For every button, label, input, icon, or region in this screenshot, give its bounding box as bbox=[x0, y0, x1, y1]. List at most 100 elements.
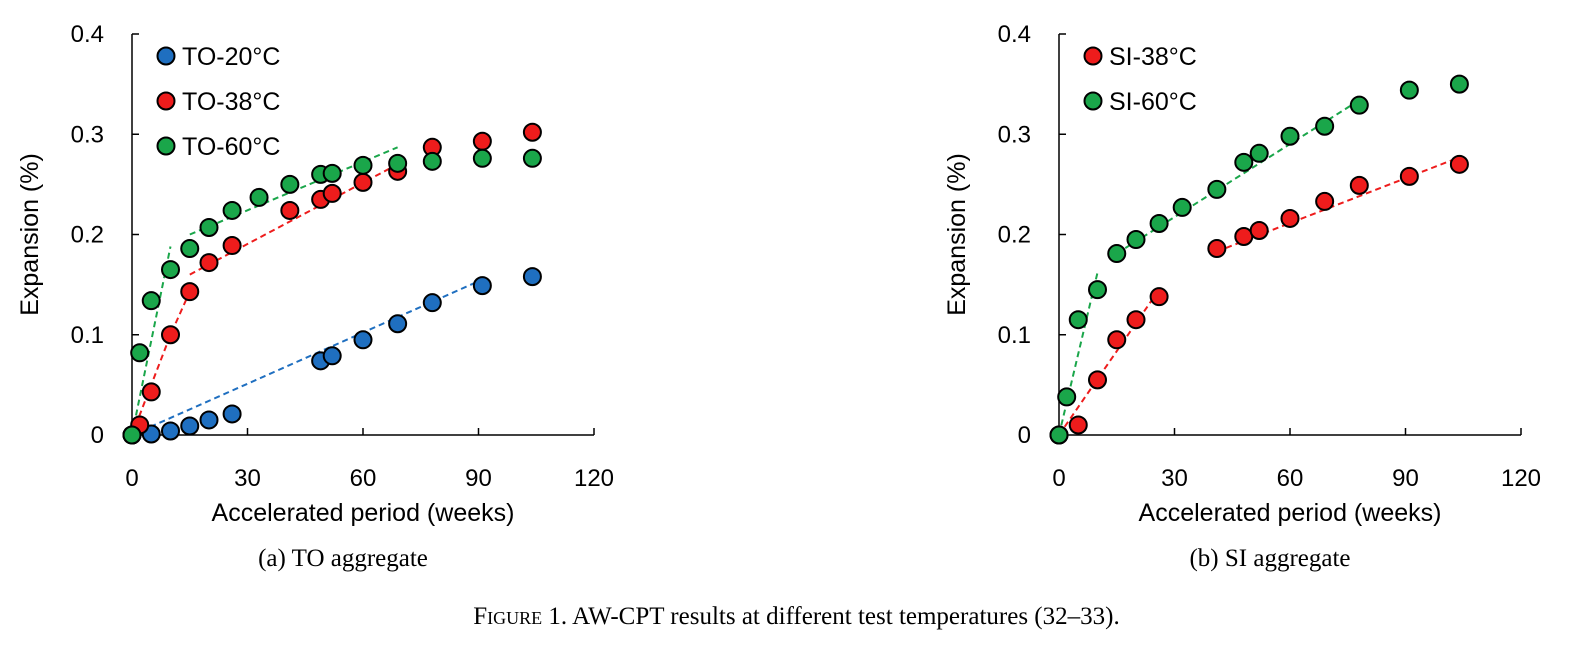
legend-marker-si-60-c bbox=[1083, 91, 1103, 111]
point-to-20-c bbox=[180, 416, 200, 436]
x-tick-label: 30 bbox=[234, 465, 261, 492]
y-tick-label: 0.1 bbox=[71, 322, 104, 349]
trendline-to-38-c bbox=[131, 291, 191, 436]
point-to-60-c bbox=[180, 239, 200, 259]
legend-label-si-60-c: SI-60°C bbox=[1109, 88, 1197, 116]
point-to-38-c bbox=[522, 122, 542, 142]
point-to-38-c bbox=[161, 325, 180, 345]
point-to-38-c bbox=[353, 172, 373, 192]
x-tick-label: 90 bbox=[1392, 465, 1419, 492]
x-tick-label: 60 bbox=[350, 465, 377, 492]
legend-marker-to-38-c bbox=[156, 91, 176, 111]
point-si-60-c bbox=[1207, 179, 1227, 199]
y-tick-label: 0.2 bbox=[71, 222, 104, 249]
point-si-38-c bbox=[1449, 154, 1469, 174]
point-si-60-c bbox=[1249, 143, 1269, 163]
point-to-60-c bbox=[222, 200, 242, 220]
point-si-60-c bbox=[1107, 244, 1127, 264]
point-to-60-c bbox=[422, 151, 442, 171]
figure-caption: Figure 1. AW-CPT results at different te… bbox=[0, 603, 1593, 631]
point-si-38-c bbox=[1399, 166, 1419, 186]
point-to-38-c bbox=[280, 200, 300, 220]
y-tick-label: 0.4 bbox=[71, 21, 104, 48]
point-si-60-c bbox=[1149, 213, 1169, 233]
trendline-si-60-c bbox=[1116, 99, 1360, 255]
point-to-60-c bbox=[249, 187, 269, 207]
point-to-38-c bbox=[141, 382, 161, 402]
point-si-60-c bbox=[1068, 310, 1088, 330]
chart-si-aggregate: 0 0.1 0.2 0.3 0.4 0 30 60 90 120 Accelerated perio… bbox=[943, 21, 1541, 572]
chart-to-aggregate: 0 0.1 0.2 0.3 0.4 0 30 60 90 120 Accelerated perio… bbox=[16, 21, 614, 572]
point-to-38-c bbox=[472, 131, 492, 151]
trendline-si-60-c bbox=[1058, 272, 1099, 436]
point-si-60-c bbox=[1449, 74, 1469, 94]
point-si-38-c bbox=[1149, 287, 1169, 307]
y-axis-label: Expansion (%) bbox=[16, 153, 44, 316]
y-axis-label: Expansion (%) bbox=[943, 153, 971, 316]
x-tick-label: 120 bbox=[574, 465, 614, 492]
point-to-60-c bbox=[388, 153, 408, 173]
y-tick-label: 0.1 bbox=[998, 322, 1031, 349]
x-tick-label: 90 bbox=[465, 465, 492, 492]
point-to-60-c bbox=[353, 155, 373, 175]
point-to-20-c bbox=[222, 404, 242, 424]
point-si-60-c bbox=[1126, 230, 1146, 250]
x-tick-label: 60 bbox=[1277, 465, 1304, 492]
point-to-60-c bbox=[122, 425, 142, 445]
y-tick-label: 0.2 bbox=[998, 222, 1031, 249]
y-tick-label: 0.3 bbox=[998, 121, 1031, 148]
point-si-38-c bbox=[1315, 191, 1335, 211]
point-si-60-c bbox=[1349, 95, 1369, 115]
point-to-20-c bbox=[353, 330, 373, 350]
legend-label-to-38-c: TO-38°C bbox=[182, 88, 280, 116]
point-si-38-c bbox=[1126, 310, 1146, 330]
point-to-60-c bbox=[522, 148, 542, 168]
figure: 0 0.1 0.2 0.3 0.4 0 30 60 90 120 Accelerated perio… bbox=[16, 21, 1541, 572]
point-to-38-c bbox=[180, 282, 200, 302]
point-si-60-c bbox=[1280, 126, 1300, 146]
point-si-38-c bbox=[1280, 208, 1300, 228]
x-axis-label: Accelerated period (weeks) bbox=[1139, 499, 1442, 527]
point-to-60-c bbox=[130, 343, 150, 363]
chart-caption: (b) SI aggregate bbox=[1189, 545, 1350, 572]
point-to-60-c bbox=[161, 260, 180, 280]
point-to-60-c bbox=[472, 148, 492, 168]
point-to-60-c bbox=[280, 174, 300, 194]
legend-marker-to-60-c bbox=[156, 136, 176, 156]
point-si-60-c bbox=[1172, 197, 1192, 217]
point-si-38-c bbox=[1349, 175, 1369, 195]
point-to-20-c bbox=[161, 421, 180, 441]
legend-label-si-38-c: SI-38°C bbox=[1109, 43, 1197, 71]
point-si-60-c bbox=[1088, 280, 1107, 300]
point-si-60-c bbox=[1399, 80, 1419, 100]
point-to-20-c bbox=[322, 346, 342, 366]
y-tick-label: 0.4 bbox=[998, 21, 1031, 48]
point-to-20-c bbox=[472, 276, 492, 296]
point-si-38-c bbox=[1249, 220, 1269, 240]
y-tick-label: 0 bbox=[1018, 422, 1031, 449]
point-si-60-c bbox=[1234, 152, 1254, 172]
legend-label-to-20-c: TO-20°C bbox=[182, 43, 280, 71]
x-tick-label: 120 bbox=[1501, 465, 1541, 492]
point-si-60-c bbox=[1057, 387, 1077, 407]
x-axis-label: Accelerated period (weeks) bbox=[212, 499, 515, 527]
point-si-38-c bbox=[1068, 415, 1088, 435]
legend-marker-si-38-c bbox=[1083, 46, 1103, 66]
point-to-20-c bbox=[199, 410, 219, 430]
point-to-38-c bbox=[322, 183, 342, 203]
y-tick-label: 0.3 bbox=[71, 121, 104, 148]
point-to-20-c bbox=[422, 293, 442, 313]
point-si-60-c bbox=[1315, 116, 1335, 136]
x-tick-label: 0 bbox=[125, 465, 138, 492]
point-to-60-c bbox=[322, 163, 342, 183]
point-si-38-c bbox=[1107, 330, 1127, 350]
point-to-60-c bbox=[141, 291, 161, 311]
point-to-60-c bbox=[199, 217, 219, 237]
point-to-38-c bbox=[222, 236, 242, 256]
point-to-20-c bbox=[388, 314, 408, 334]
x-tick-label: 0 bbox=[1052, 465, 1065, 492]
point-to-38-c bbox=[199, 253, 219, 273]
legend-marker-to-20-c bbox=[156, 46, 176, 66]
figure-caption-text: AW-CPT results at different test tempera… bbox=[572, 603, 1120, 630]
trendline-to-20-c bbox=[131, 278, 483, 436]
